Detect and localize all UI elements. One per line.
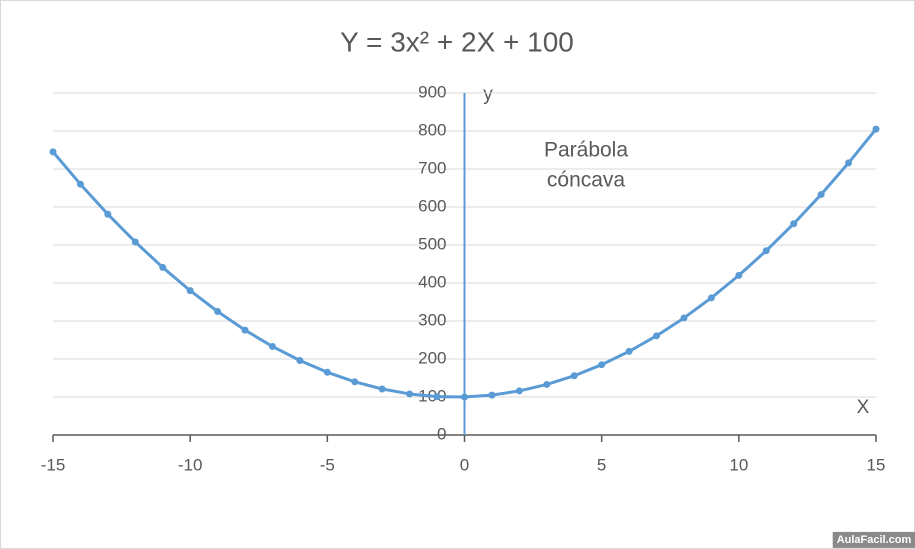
data-point — [378, 385, 386, 393]
data-point — [762, 247, 770, 255]
data-point — [323, 368, 331, 376]
data-point — [214, 308, 222, 315]
y-tick-label: 700 — [418, 158, 446, 177]
y-tick-label: 800 — [418, 120, 446, 139]
data-point — [433, 393, 441, 401]
data-point — [872, 125, 880, 133]
data-point — [735, 271, 743, 279]
x-tick-label: -15 — [41, 455, 66, 474]
data-point — [296, 357, 304, 365]
data-point — [817, 190, 825, 198]
data-point — [790, 220, 798, 228]
x-tick-label: 5 — [597, 455, 606, 474]
y-tick-label: 600 — [418, 196, 446, 215]
data-point — [104, 210, 112, 218]
y-tick-label: 900 — [418, 82, 446, 101]
y-tick-label: 200 — [418, 348, 446, 367]
x-tick-label: -5 — [320, 455, 335, 474]
x-tick-label: 0 — [460, 455, 469, 474]
x-tick-label: 15 — [867, 455, 886, 474]
data-point — [406, 390, 414, 398]
y-tick-label: 400 — [418, 272, 446, 291]
data-point — [707, 294, 715, 302]
data-point — [49, 148, 57, 156]
x-tick-label: 10 — [729, 455, 748, 474]
data-point — [515, 387, 523, 395]
data-point — [680, 314, 688, 322]
data-point — [186, 287, 194, 295]
y-tick-label: 500 — [418, 234, 446, 253]
x-tick-label: -10 — [178, 455, 203, 474]
data-point — [241, 326, 249, 334]
data-point — [570, 372, 578, 380]
watermark: AulaFacil.com — [837, 534, 912, 546]
data-point — [351, 378, 359, 386]
data-point — [131, 238, 139, 246]
data-point — [76, 180, 84, 188]
data-point — [598, 361, 606, 369]
data-point — [461, 393, 468, 401]
y-axis-label: y — [483, 84, 493, 105]
data-point — [625, 347, 633, 355]
x-axis-label: X — [857, 397, 870, 418]
data-point — [488, 391, 496, 399]
watermark-bg — [832, 531, 915, 548]
y-tick-label: 0 — [437, 424, 446, 443]
chart-title: Y = 3x² + 2X + 100 — [340, 26, 574, 57]
data-point — [268, 342, 276, 350]
data-point — [543, 380, 551, 388]
data-point — [159, 263, 167, 271]
data-point — [653, 332, 661, 340]
annotation: Parábola — [544, 139, 628, 162]
y-tick-label: 300 — [418, 310, 446, 329]
data-point — [845, 159, 853, 167]
annotation: cóncava — [547, 169, 626, 192]
